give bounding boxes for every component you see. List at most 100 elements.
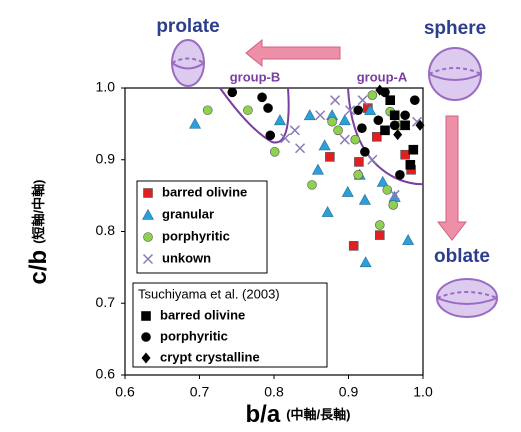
circle-marker bbox=[395, 170, 405, 180]
y-tick-label: 0.7 bbox=[96, 294, 116, 310]
square-marker bbox=[400, 120, 410, 131]
legend-label: barred olivine bbox=[160, 307, 245, 322]
triangle-marker bbox=[311, 163, 324, 175]
diamond-marker bbox=[375, 84, 385, 96]
circle-marker bbox=[227, 87, 238, 98]
square-marker bbox=[408, 144, 419, 155]
circle-marker bbox=[410, 95, 420, 105]
prolate-label: prolate bbox=[156, 16, 219, 37]
triangle-marker bbox=[189, 117, 202, 129]
x-label-sub: (中軸/長軸) bbox=[286, 407, 350, 422]
x-marker bbox=[295, 143, 306, 154]
group-b-label: group-B bbox=[230, 69, 281, 84]
triangle-marker bbox=[318, 139, 331, 151]
square-marker bbox=[354, 157, 364, 167]
circle-marker bbox=[400, 110, 410, 121]
circle-marker bbox=[333, 125, 343, 136]
prolate-icon bbox=[171, 39, 205, 87]
square-marker bbox=[143, 188, 153, 198]
circle-marker bbox=[263, 103, 273, 113]
y-tick-label: 0.9 bbox=[96, 150, 116, 166]
diamond-marker bbox=[393, 129, 403, 141]
triangle-marker bbox=[364, 104, 377, 116]
triangle-marker bbox=[388, 190, 401, 202]
square-marker bbox=[374, 230, 385, 240]
y-label-sub: (短軸/中軸) bbox=[31, 180, 46, 244]
square-marker bbox=[372, 131, 382, 142]
x-axis-title: b/a (中軸/長軸) bbox=[246, 401, 351, 428]
circle-marker bbox=[143, 232, 153, 242]
x-marker bbox=[357, 95, 368, 106]
y-tick-label: 0.6 bbox=[96, 366, 116, 382]
x-marker bbox=[344, 105, 356, 116]
square-marker bbox=[400, 149, 410, 160]
x-tick-label: 0.6 bbox=[115, 384, 135, 400]
triangle-marker bbox=[338, 114, 351, 126]
circle-marker bbox=[353, 105, 363, 116]
circle-marker bbox=[202, 105, 213, 116]
square-marker bbox=[405, 159, 416, 170]
oblate-icon bbox=[436, 278, 498, 318]
x-tick-label: 0.9 bbox=[339, 384, 359, 400]
legend-label: barred olivine bbox=[162, 184, 247, 199]
x-tick-label: 0.7 bbox=[190, 384, 210, 400]
x-marker bbox=[289, 125, 300, 136]
circle-marker bbox=[367, 90, 378, 100]
circle-marker bbox=[307, 180, 317, 190]
x-marker bbox=[315, 110, 326, 121]
x-tick-label: 1.0 bbox=[413, 384, 433, 400]
circle-marker bbox=[265, 130, 276, 141]
circle-marker bbox=[389, 120, 400, 131]
legend-title: Tsuchiyama et al. (2003) bbox=[138, 286, 280, 301]
x-tick-label: 0.8 bbox=[264, 384, 284, 400]
square-marker bbox=[385, 95, 396, 105]
diamond-marker bbox=[141, 352, 151, 364]
legend-label: porphyritic bbox=[160, 328, 228, 343]
circle-marker bbox=[357, 123, 367, 133]
arrow-down bbox=[436, 115, 468, 241]
legend-label: crypt crystalline bbox=[160, 349, 260, 364]
oblate-label: oblate bbox=[434, 246, 490, 267]
x-marker bbox=[389, 189, 400, 200]
y-tick-label: 0.8 bbox=[96, 222, 116, 238]
triangle-marker bbox=[273, 114, 286, 126]
y-label: c/b bbox=[25, 250, 52, 285]
circle-marker bbox=[243, 105, 253, 116]
square-marker bbox=[389, 110, 400, 121]
circle-marker bbox=[373, 115, 384, 126]
x-label: b/a bbox=[246, 401, 281, 428]
circle-marker bbox=[141, 332, 151, 342]
group-b-outline bbox=[219, 87, 290, 144]
legend-box bbox=[136, 180, 268, 274]
sphere-label: sphere bbox=[424, 18, 486, 39]
legend-label: unkown bbox=[162, 250, 211, 265]
x-marker bbox=[330, 95, 341, 106]
legend-label: porphyritic bbox=[162, 228, 230, 243]
triangle-marker bbox=[141, 208, 155, 220]
legend-box bbox=[132, 282, 328, 368]
circle-marker bbox=[269, 147, 280, 157]
circle-marker bbox=[353, 170, 363, 180]
triangle-marker bbox=[376, 175, 389, 187]
triangle-marker bbox=[303, 109, 316, 121]
legend-label: granular bbox=[162, 206, 214, 221]
x-marker bbox=[280, 133, 291, 144]
diamond-marker bbox=[415, 119, 425, 131]
x-marker bbox=[142, 253, 154, 265]
triangle-marker bbox=[321, 206, 334, 217]
group-a-outline bbox=[347, 87, 424, 186]
arrow-left bbox=[245, 38, 341, 68]
circle-marker bbox=[360, 147, 370, 157]
triangle-marker bbox=[341, 185, 354, 197]
x-marker bbox=[339, 134, 350, 145]
square-marker bbox=[348, 241, 359, 251]
y-axis-title: c/b (短軸/中軸) bbox=[25, 180, 52, 285]
circle-marker bbox=[257, 92, 267, 103]
circle-marker bbox=[388, 200, 399, 210]
sphere-icon bbox=[428, 47, 482, 101]
square-marker bbox=[141, 311, 151, 321]
y-tick-label: 1.0 bbox=[96, 79, 116, 95]
circle-marker bbox=[374, 220, 385, 230]
x-marker bbox=[367, 154, 378, 165]
